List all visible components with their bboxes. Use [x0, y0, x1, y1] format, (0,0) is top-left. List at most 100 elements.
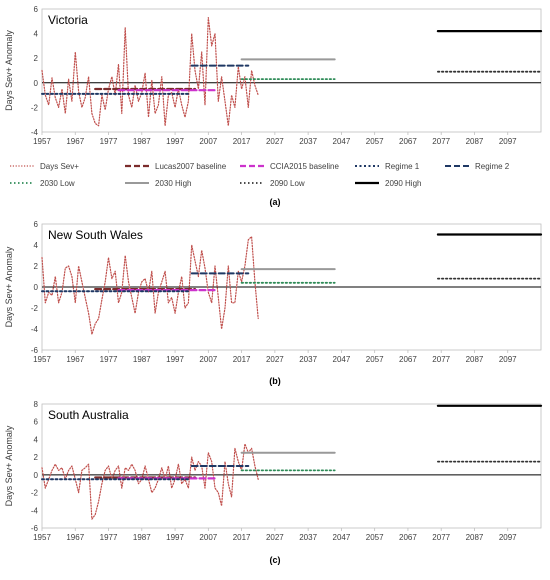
x-tick-label: 1977	[100, 355, 118, 364]
x-tick-label: 1957	[33, 533, 51, 542]
x-tick-label: 2017	[233, 137, 251, 146]
y-tick-label: 0	[34, 283, 39, 292]
legend-item: 2030 High	[125, 179, 191, 188]
x-tick-label: 1967	[66, 355, 84, 364]
x-tick-label: 2097	[499, 137, 517, 146]
x-tick-label: 2067	[399, 137, 417, 146]
x-tick-label: 2097	[499, 533, 517, 542]
y-axis-label: Days Sev+ Anomaly	[4, 425, 14, 506]
x-tick-label: 1997	[166, 533, 184, 542]
x-tick-label: 2027	[266, 355, 284, 364]
y-axis-label: Days Sev+ Anomaly	[4, 30, 14, 111]
y-tick-label: 2	[34, 54, 39, 63]
panel-title: Victoria	[48, 13, 88, 27]
x-tick-label: 2037	[299, 355, 317, 364]
legend-item: Days Sev+	[10, 162, 79, 171]
x-tick-label: 2077	[432, 533, 450, 542]
y-tick-label: 6	[34, 5, 39, 14]
legend-item: Regime 1	[355, 162, 420, 171]
x-tick-label: 2017	[233, 355, 251, 364]
series-days-sev-	[41, 443, 259, 520]
x-tick-label: 2017	[233, 533, 251, 542]
legend-label: 2030 High	[155, 179, 191, 188]
x-tick-label: 2047	[333, 355, 351, 364]
legend-label: Lucas2007 baseline	[155, 162, 227, 171]
y-tick-label: 2	[34, 262, 39, 271]
legend-label: 2030 Low	[40, 179, 75, 188]
x-tick-label: 1967	[66, 137, 84, 146]
x-tick-label: 2067	[399, 355, 417, 364]
x-tick-label: 2057	[366, 533, 384, 542]
legend-item: 2090 High	[355, 179, 421, 188]
legend-item: 2030 Low	[10, 179, 75, 188]
x-tick-label: 2087	[466, 355, 484, 364]
x-tick-label: 2057	[366, 137, 384, 146]
x-tick-label: 2097	[499, 355, 517, 364]
legend-label: Days Sev+	[40, 162, 79, 171]
legend-item: Regime 2	[445, 162, 510, 171]
panel-victoria: -4 -2 0 2 4 6 1957 1967 1977 1987 1997 2007 2017 2027…	[4, 5, 543, 207]
x-tick-label: 2087	[466, 137, 484, 146]
x-tick-label: 1997	[166, 137, 184, 146]
x-tick-label: 2067	[399, 533, 417, 542]
x-tick-label: 1967	[66, 533, 84, 542]
y-tick-label: -4	[31, 506, 39, 515]
y-tick-label: -2	[31, 103, 39, 112]
panel-new-south-wales: -6 -4 -2 0 2 4 6 1957 1967 1977 1987 1997 2007 2017 20…	[4, 220, 543, 386]
legend-label: 2090 High	[385, 179, 421, 188]
panel-title: New South Wales	[48, 228, 143, 242]
x-tick-label: 2057	[366, 355, 384, 364]
series-days-sev-	[41, 236, 259, 335]
y-tick-label: -4	[31, 325, 39, 334]
panel-title: South Australia	[48, 408, 129, 422]
y-tick-label: 4	[34, 435, 39, 444]
y-tick-label: 8	[34, 400, 39, 409]
x-tick-label: 2087	[466, 533, 484, 542]
y-tick-label: 6	[34, 220, 39, 229]
x-tick-label: 1987	[133, 355, 151, 364]
series-days-sev-	[41, 17, 259, 127]
x-tick-label: 2077	[432, 137, 450, 146]
plot-frame	[41, 403, 542, 529]
x-tick-label: 1987	[133, 137, 151, 146]
x-tick-label: 1977	[100, 137, 118, 146]
x-tick-label: 1977	[100, 533, 118, 542]
y-tick-label: 2	[34, 453, 39, 462]
x-tick-label: 2027	[266, 137, 284, 146]
x-tick-label: 2037	[299, 137, 317, 146]
y-tick-label: 0	[34, 471, 39, 480]
y-tick-label: -6	[31, 346, 39, 355]
y-tick-label: 6	[34, 418, 39, 427]
y-tick-label: -2	[31, 304, 39, 313]
panel-caption: (a)	[270, 197, 281, 207]
x-tick-label: 2007	[199, 533, 217, 542]
y-tick-label: 4	[34, 241, 39, 250]
y-tick-label: -2	[31, 489, 39, 498]
legend-label: Regime 1	[385, 162, 420, 171]
plot-frame	[41, 8, 542, 133]
y-axis-label: Days Sev+ Anomaly	[4, 246, 14, 327]
legend-item: CCIA2015 baseline	[240, 162, 339, 171]
panel-caption: (c)	[270, 555, 281, 565]
x-tick-label: 1957	[33, 355, 51, 364]
legend-item: Lucas2007 baseline	[125, 162, 227, 171]
legend: Days Sev+ Lucas2007 baseline CCIA2015 base…	[10, 162, 510, 188]
x-tick-label: 1957	[33, 137, 51, 146]
x-tick-label: 1997	[166, 355, 184, 364]
y-tick-label: 0	[34, 79, 39, 88]
x-tick-label: 2007	[199, 137, 217, 146]
panel-caption: (b)	[269, 376, 281, 386]
x-tick-label: 2037	[299, 533, 317, 542]
x-tick-label: 2077	[432, 355, 450, 364]
y-tick-label: -6	[31, 524, 39, 533]
x-tick-label: 1987	[133, 533, 151, 542]
legend-label: 2090 Low	[270, 179, 305, 188]
x-tick-label: 2047	[333, 533, 351, 542]
y-tick-label: 4	[34, 30, 39, 39]
x-tick-label: 2027	[266, 533, 284, 542]
legend-label: Regime 2	[475, 162, 510, 171]
x-tick-label: 2007	[199, 355, 217, 364]
x-tick-label: 2047	[333, 137, 351, 146]
